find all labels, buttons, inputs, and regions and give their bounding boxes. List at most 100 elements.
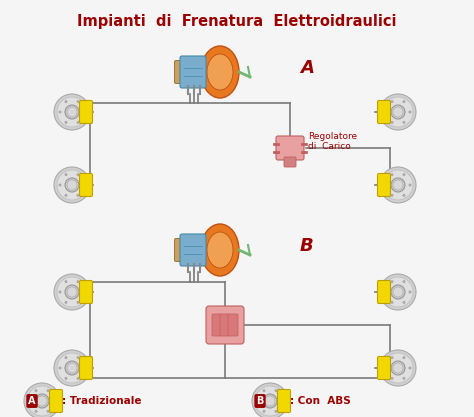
FancyBboxPatch shape — [206, 306, 244, 344]
Circle shape — [57, 353, 87, 383]
Circle shape — [82, 291, 85, 294]
Circle shape — [64, 100, 67, 103]
Circle shape — [391, 121, 393, 124]
Text: Impianti  di  Frenatura  Elettroidraulici: Impianti di Frenatura Elettroidraulici — [77, 14, 397, 29]
Circle shape — [64, 121, 67, 124]
Circle shape — [35, 394, 49, 408]
Text: Regolatore
di  Carico: Regolatore di Carico — [308, 132, 357, 151]
Circle shape — [391, 361, 405, 375]
Circle shape — [76, 100, 80, 103]
FancyBboxPatch shape — [377, 281, 391, 304]
Circle shape — [64, 356, 67, 359]
Circle shape — [391, 285, 405, 299]
FancyBboxPatch shape — [174, 60, 193, 83]
Circle shape — [76, 280, 80, 283]
Text: A: A — [300, 59, 314, 77]
Circle shape — [54, 167, 90, 203]
Circle shape — [409, 183, 411, 186]
Circle shape — [58, 111, 62, 113]
FancyBboxPatch shape — [180, 56, 206, 88]
Circle shape — [37, 396, 47, 406]
FancyBboxPatch shape — [80, 100, 92, 123]
Circle shape — [274, 389, 277, 392]
FancyBboxPatch shape — [80, 173, 92, 196]
Circle shape — [35, 410, 37, 413]
Circle shape — [64, 301, 67, 304]
Circle shape — [391, 301, 393, 304]
Ellipse shape — [207, 232, 233, 268]
Circle shape — [35, 389, 37, 392]
Text: A: A — [28, 396, 36, 406]
Circle shape — [67, 287, 77, 297]
FancyBboxPatch shape — [377, 357, 391, 379]
Circle shape — [281, 399, 283, 402]
Text: B: B — [256, 396, 264, 406]
Circle shape — [76, 301, 80, 304]
Circle shape — [67, 363, 77, 373]
Circle shape — [393, 180, 403, 190]
FancyBboxPatch shape — [228, 314, 238, 336]
FancyBboxPatch shape — [276, 136, 304, 160]
Circle shape — [58, 291, 62, 294]
FancyBboxPatch shape — [80, 357, 92, 379]
FancyBboxPatch shape — [49, 389, 63, 412]
Circle shape — [263, 389, 265, 392]
Circle shape — [65, 361, 79, 375]
Ellipse shape — [207, 54, 233, 90]
Circle shape — [67, 180, 77, 190]
Circle shape — [64, 280, 67, 283]
Circle shape — [58, 367, 62, 369]
Circle shape — [409, 367, 411, 369]
Circle shape — [402, 301, 405, 304]
FancyBboxPatch shape — [174, 239, 193, 261]
Circle shape — [265, 396, 275, 406]
Circle shape — [393, 287, 403, 297]
Circle shape — [27, 386, 57, 416]
Circle shape — [391, 356, 393, 359]
Circle shape — [46, 389, 49, 392]
Circle shape — [252, 383, 288, 417]
Circle shape — [274, 410, 277, 413]
Circle shape — [391, 105, 405, 119]
Circle shape — [380, 274, 416, 310]
Circle shape — [384, 291, 388, 294]
FancyBboxPatch shape — [377, 100, 391, 123]
Circle shape — [402, 377, 405, 380]
Circle shape — [76, 377, 80, 380]
Circle shape — [402, 100, 405, 103]
Circle shape — [402, 194, 405, 197]
FancyBboxPatch shape — [277, 389, 291, 412]
Circle shape — [76, 356, 80, 359]
Circle shape — [58, 183, 62, 186]
Circle shape — [263, 394, 277, 408]
Circle shape — [402, 280, 405, 283]
Circle shape — [54, 94, 90, 130]
Circle shape — [409, 111, 411, 113]
Circle shape — [28, 399, 31, 402]
FancyBboxPatch shape — [212, 314, 222, 336]
FancyBboxPatch shape — [284, 157, 296, 167]
Circle shape — [65, 105, 79, 119]
Circle shape — [64, 173, 67, 176]
Circle shape — [64, 377, 67, 380]
Circle shape — [82, 367, 85, 369]
Circle shape — [409, 291, 411, 294]
Circle shape — [263, 410, 265, 413]
Circle shape — [391, 280, 393, 283]
Circle shape — [383, 170, 413, 200]
Circle shape — [256, 399, 259, 402]
Circle shape — [57, 277, 87, 307]
Circle shape — [380, 350, 416, 386]
Circle shape — [391, 100, 393, 103]
Text: : Con  ABS: : Con ABS — [290, 396, 351, 406]
Circle shape — [383, 277, 413, 307]
FancyBboxPatch shape — [220, 314, 230, 336]
Circle shape — [402, 356, 405, 359]
Circle shape — [391, 178, 405, 192]
Circle shape — [54, 350, 90, 386]
Circle shape — [391, 377, 393, 380]
Circle shape — [384, 111, 388, 113]
Circle shape — [393, 363, 403, 373]
Circle shape — [384, 183, 388, 186]
Circle shape — [64, 194, 67, 197]
